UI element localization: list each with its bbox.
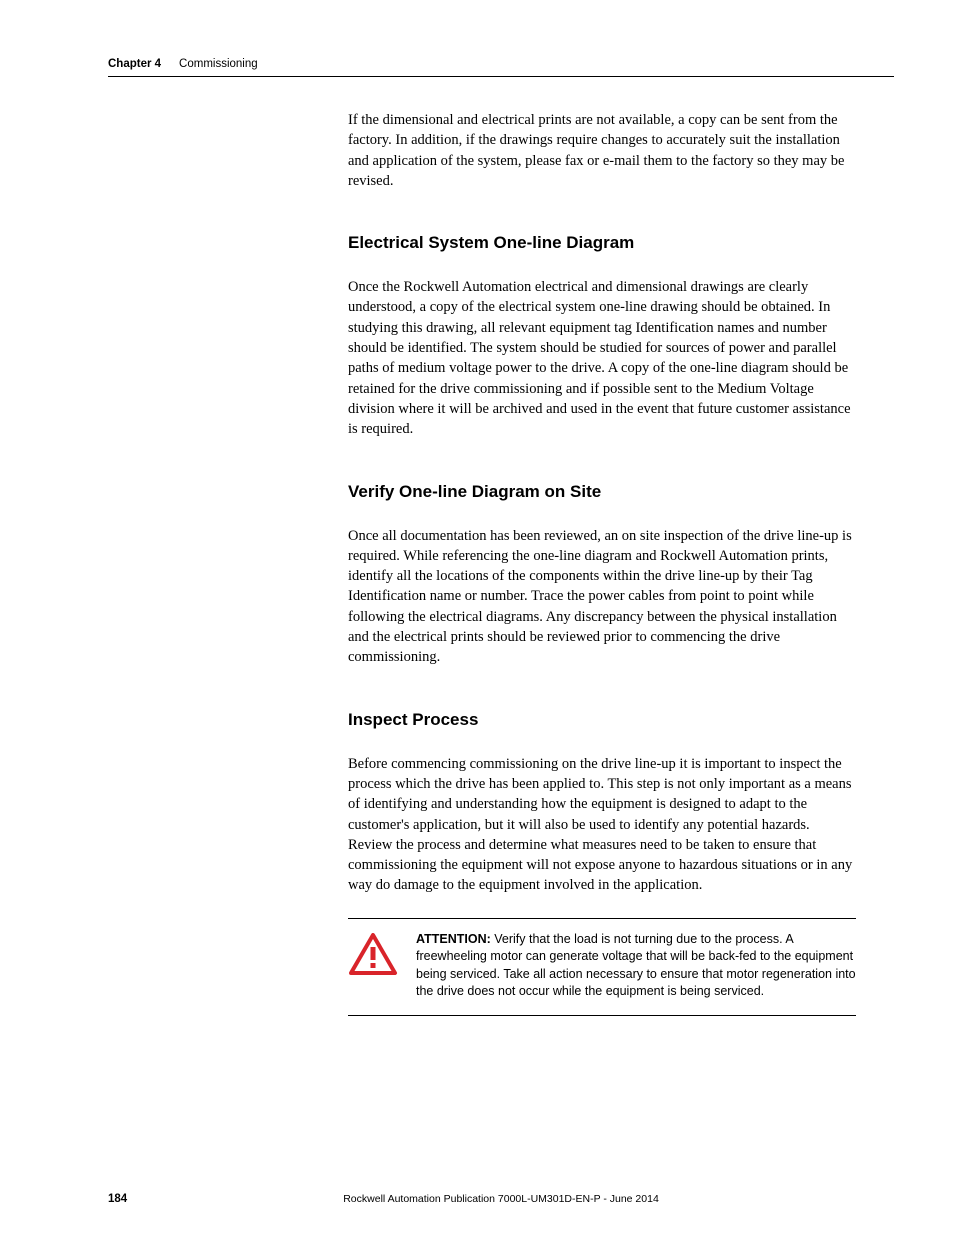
section-heading-verify: Verify One-line Diagram on Site [348,482,856,502]
intro-paragraph: If the dimensional and electrical prints… [348,110,856,191]
page-footer: 184 Rockwell Automation Publication 7000… [108,1193,894,1205]
publication-info: Rockwell Automation Publication 7000L-UM… [343,1193,659,1205]
chapter-label: Chapter 4 [108,58,161,70]
warning-triangle-icon [348,933,398,977]
main-content: If the dimensional and electrical prints… [348,110,856,1016]
attention-box: ATTENTION: Verify that the load is not t… [348,918,856,1016]
page-header: Chapter 4 Commissioning [108,58,894,77]
attention-text: ATTENTION: Verify that the load is not t… [416,931,856,1001]
section-body-inspect: Before commencing commissioning on the d… [348,754,856,896]
chapter-title: Commissioning [179,58,258,70]
attention-label: ATTENTION: [416,932,491,946]
section-heading-inspect: Inspect Process [348,710,856,730]
section-body-verify: Once all documentation has been reviewed… [348,526,856,668]
page-number: 184 [108,1193,127,1205]
section-heading-electrical: Electrical System One-line Diagram [348,233,856,253]
section-body-electrical: Once the Rockwell Automation electrical … [348,277,856,439]
